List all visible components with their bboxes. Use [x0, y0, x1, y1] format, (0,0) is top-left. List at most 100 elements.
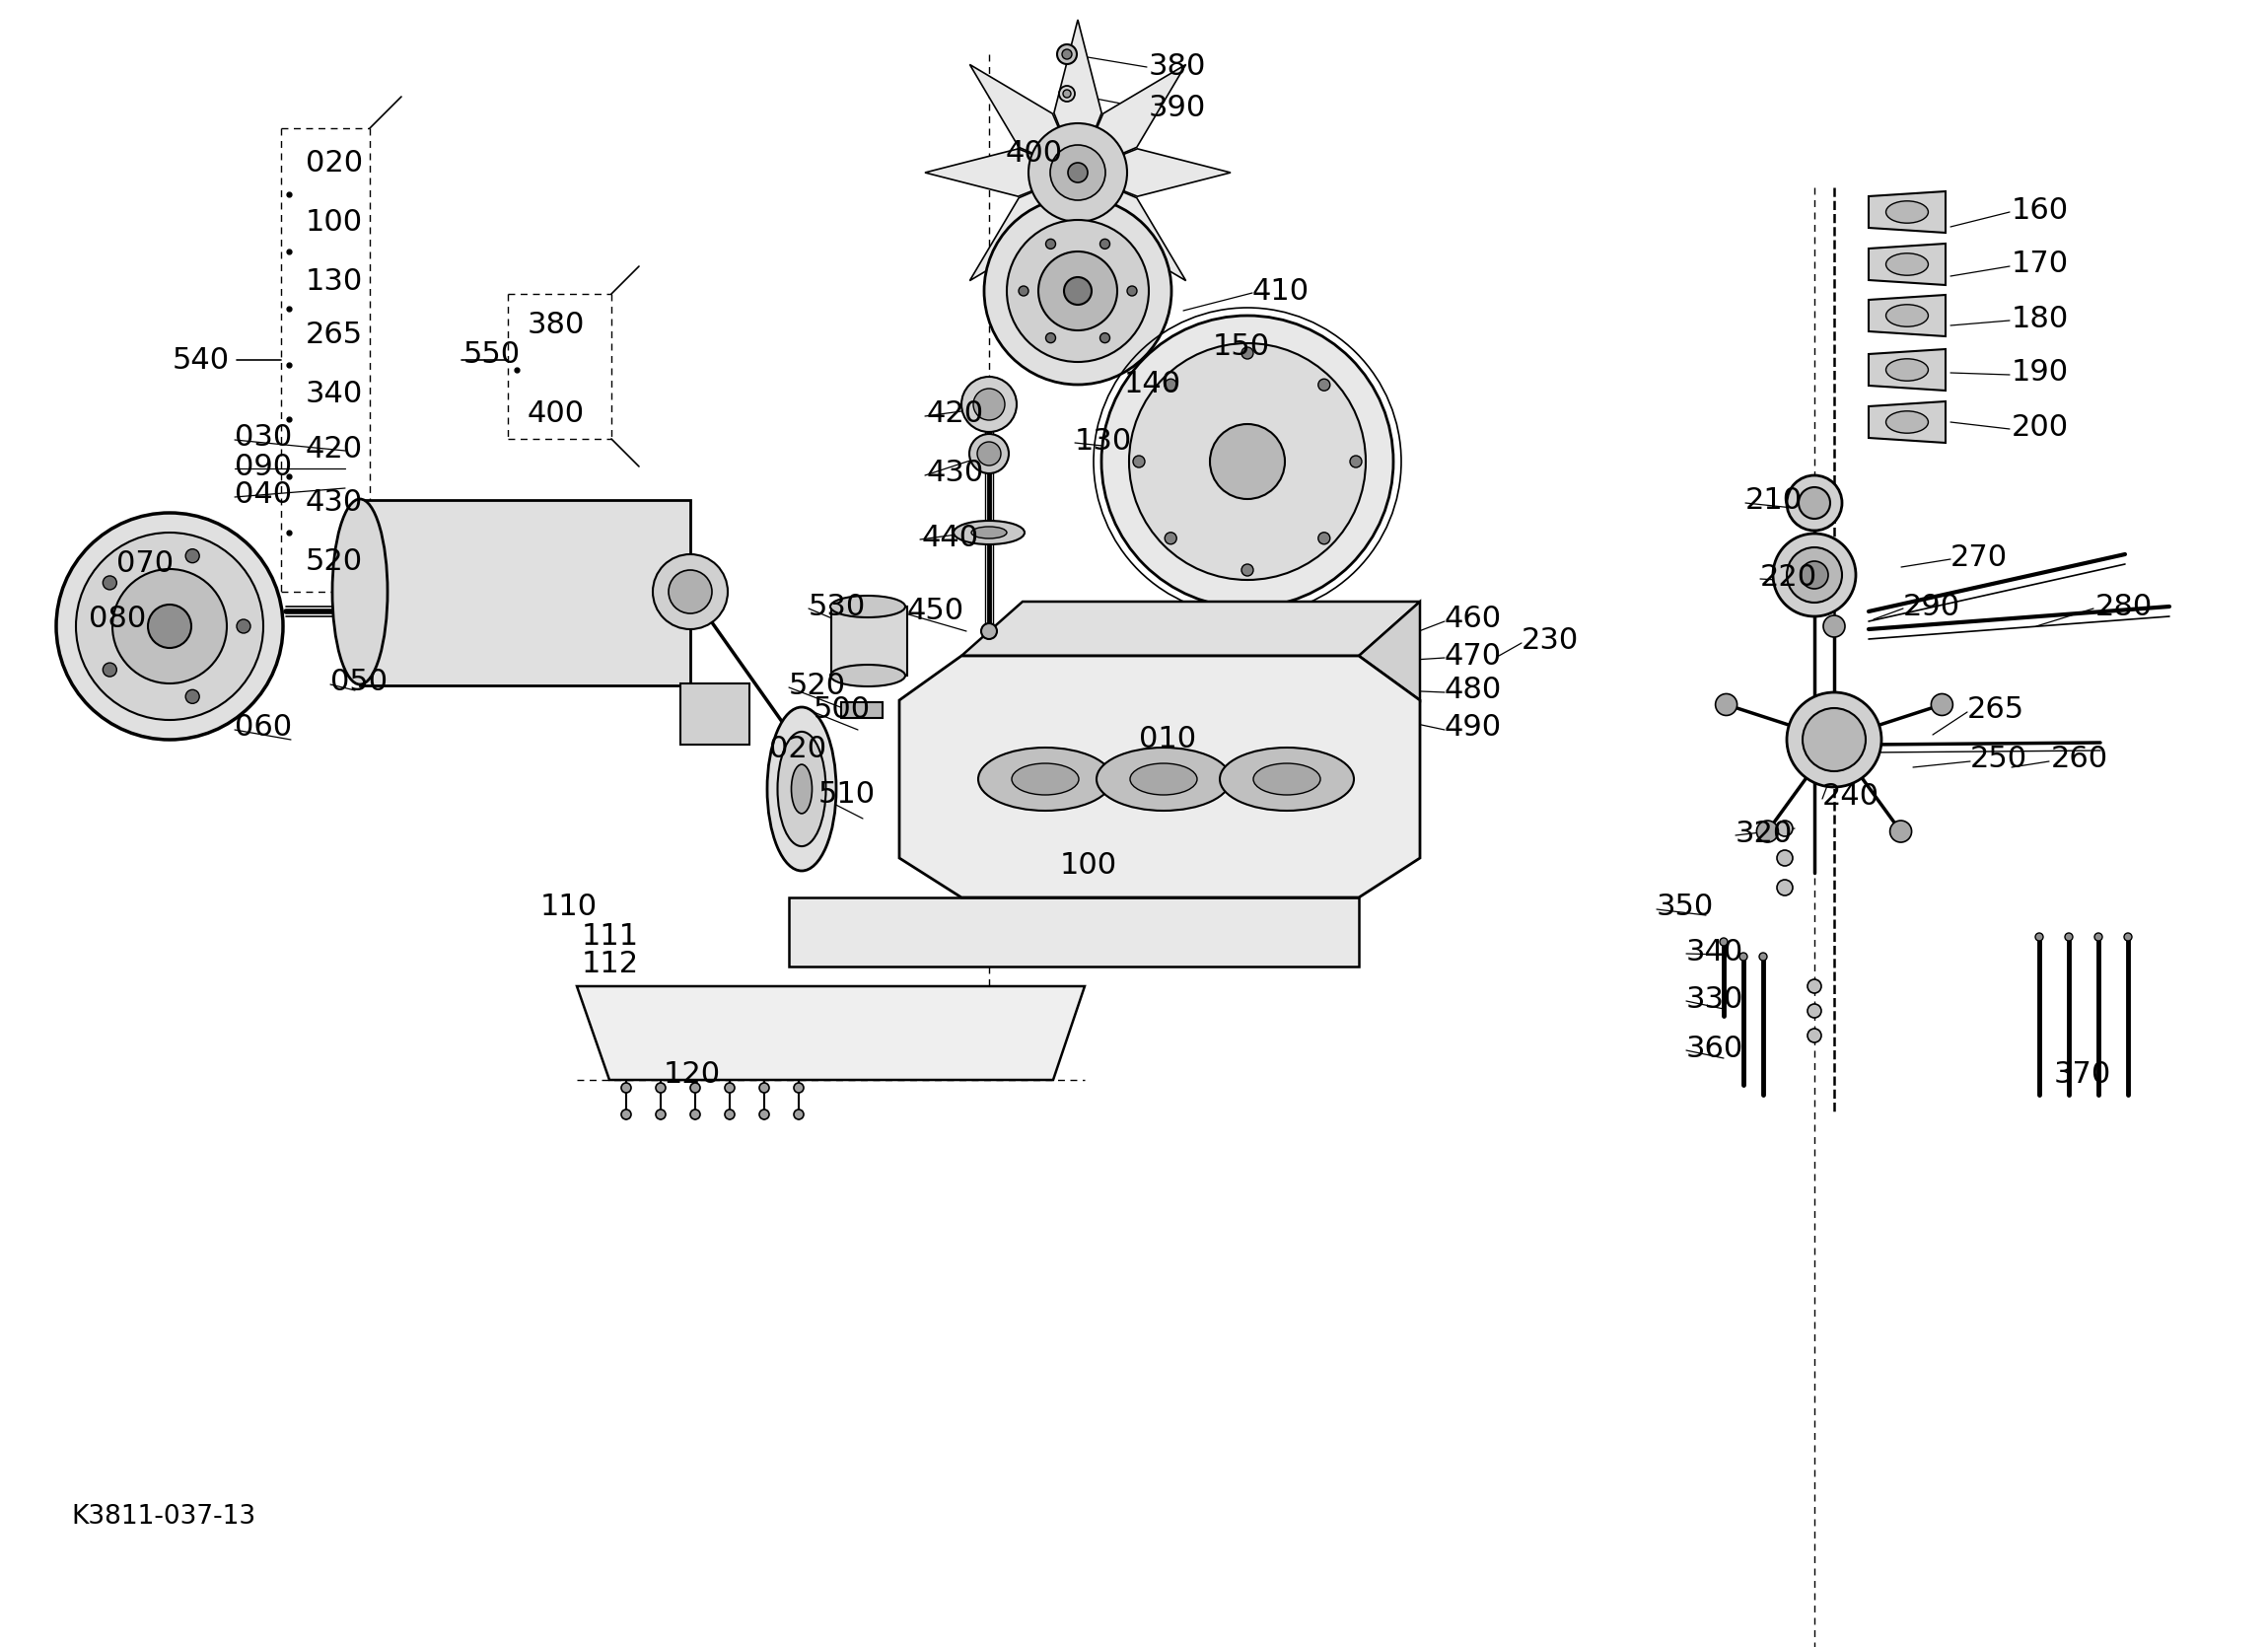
Circle shape — [1100, 333, 1109, 343]
Circle shape — [1039, 252, 1118, 331]
Circle shape — [1719, 937, 1728, 945]
Circle shape — [57, 512, 284, 740]
Polygon shape — [1055, 173, 1102, 326]
Circle shape — [186, 690, 200, 703]
Circle shape — [1776, 879, 1792, 896]
Text: 350: 350 — [1656, 893, 1715, 922]
Text: 210: 210 — [1746, 488, 1803, 516]
Text: 340: 340 — [1685, 937, 1744, 967]
Ellipse shape — [1129, 763, 1198, 796]
Text: 390: 390 — [1150, 94, 1207, 124]
Circle shape — [1760, 952, 1767, 960]
Text: K3811-037-13: K3811-037-13 — [70, 1504, 256, 1530]
Circle shape — [760, 1082, 769, 1092]
Circle shape — [1241, 565, 1254, 576]
Polygon shape — [1869, 349, 1946, 390]
Circle shape — [186, 548, 200, 563]
Ellipse shape — [971, 527, 1007, 539]
Text: 120: 120 — [665, 1061, 721, 1089]
Text: 020: 020 — [769, 735, 826, 764]
Text: 540: 540 — [172, 346, 229, 374]
Text: 265: 265 — [1966, 695, 2025, 725]
Ellipse shape — [1887, 254, 1928, 275]
Text: 430: 430 — [928, 460, 984, 488]
Circle shape — [1889, 820, 1912, 842]
Polygon shape — [1077, 148, 1232, 196]
Text: 180: 180 — [2012, 305, 2068, 333]
Circle shape — [1318, 379, 1329, 390]
Circle shape — [1740, 952, 1746, 960]
Text: 470: 470 — [1445, 642, 1501, 670]
Text: 111: 111 — [583, 922, 640, 952]
Circle shape — [1100, 239, 1109, 249]
Text: 140: 140 — [1125, 371, 1182, 399]
Ellipse shape — [1887, 359, 1928, 380]
Text: 520: 520 — [306, 548, 363, 576]
Circle shape — [1007, 221, 1150, 362]
Circle shape — [1050, 145, 1105, 201]
Text: 160: 160 — [2012, 196, 2068, 224]
Ellipse shape — [830, 596, 905, 618]
Polygon shape — [1869, 191, 1946, 232]
Text: 100: 100 — [306, 208, 363, 236]
Ellipse shape — [830, 665, 905, 687]
Text: 150: 150 — [1213, 333, 1270, 361]
Text: 090: 090 — [234, 453, 293, 481]
Text: 400: 400 — [528, 400, 585, 428]
Text: 400: 400 — [1005, 138, 1064, 166]
Polygon shape — [1359, 601, 1420, 700]
Text: 440: 440 — [923, 524, 980, 552]
Text: 030: 030 — [234, 423, 293, 453]
Text: 420: 420 — [306, 435, 363, 463]
Text: 280: 280 — [2096, 593, 2152, 621]
Circle shape — [236, 619, 249, 632]
Circle shape — [113, 570, 227, 684]
Text: 520: 520 — [789, 670, 846, 700]
Text: 230: 230 — [1522, 628, 1579, 656]
Polygon shape — [1869, 244, 1946, 285]
Circle shape — [2093, 932, 2102, 940]
Polygon shape — [971, 173, 1077, 280]
Circle shape — [1808, 1029, 1821, 1043]
Circle shape — [1776, 820, 1792, 837]
Ellipse shape — [1095, 748, 1232, 810]
Circle shape — [1027, 124, 1127, 222]
Ellipse shape — [1220, 748, 1354, 810]
Text: 070: 070 — [116, 550, 175, 578]
Ellipse shape — [778, 731, 826, 847]
Text: 130: 130 — [1075, 427, 1132, 455]
Circle shape — [147, 604, 191, 647]
Polygon shape — [361, 501, 689, 685]
Circle shape — [1774, 534, 1855, 616]
Circle shape — [1787, 547, 1842, 603]
Text: 450: 450 — [907, 598, 964, 626]
Circle shape — [1808, 980, 1821, 993]
Text: 100: 100 — [1059, 851, 1118, 879]
Text: 010: 010 — [1139, 725, 1195, 754]
Text: 250: 250 — [1971, 744, 2028, 774]
Polygon shape — [832, 606, 907, 675]
Text: 380: 380 — [1150, 53, 1207, 81]
Circle shape — [982, 623, 998, 639]
Circle shape — [621, 1082, 631, 1092]
Ellipse shape — [1887, 201, 1928, 222]
Ellipse shape — [978, 748, 1111, 810]
Text: 240: 240 — [1821, 782, 1880, 812]
Circle shape — [1064, 89, 1070, 97]
Ellipse shape — [1254, 763, 1320, 796]
Text: 320: 320 — [1735, 819, 1794, 848]
Circle shape — [1166, 532, 1177, 544]
Circle shape — [1018, 287, 1027, 296]
Text: 430: 430 — [306, 489, 363, 517]
Circle shape — [1787, 692, 1882, 787]
Circle shape — [1129, 343, 1365, 580]
Circle shape — [1803, 708, 1867, 771]
Text: 490: 490 — [1445, 713, 1501, 743]
Circle shape — [1808, 1005, 1821, 1018]
Circle shape — [102, 576, 116, 590]
Circle shape — [1349, 456, 1361, 468]
Circle shape — [973, 389, 1005, 420]
Text: 500: 500 — [814, 695, 871, 725]
Text: 530: 530 — [810, 593, 866, 621]
Text: 112: 112 — [583, 950, 640, 978]
